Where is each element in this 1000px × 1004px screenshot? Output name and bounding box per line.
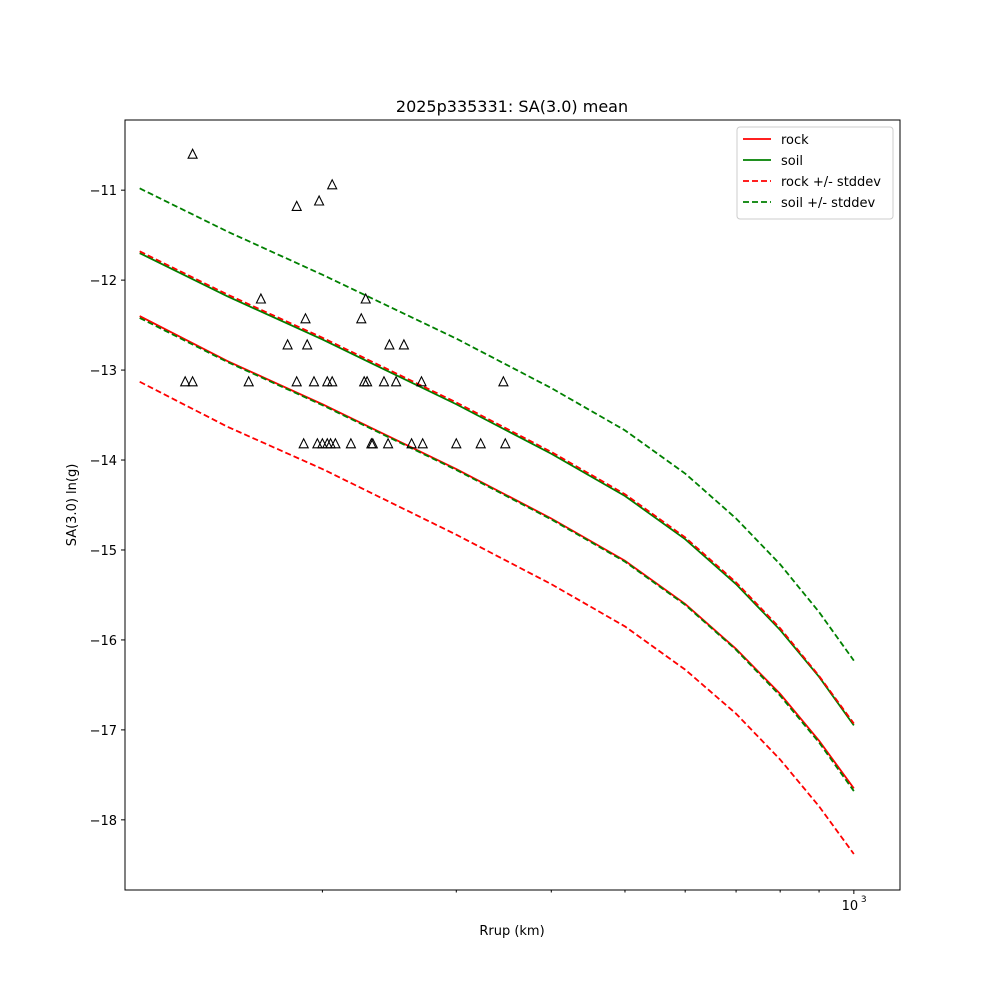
observation-points [179, 147, 511, 449]
observation-marker [361, 375, 373, 387]
series-line-band [139, 380, 855, 855]
observation-marker [326, 375, 338, 387]
observation-marker [308, 375, 320, 387]
x-axis-label: Rrup (km) [479, 924, 544, 939]
legend-label: soil [781, 154, 803, 169]
series-line-rock-stddev [139, 250, 855, 725]
observation-marker [498, 375, 509, 387]
observation-marker [187, 375, 198, 387]
observation-marker [330, 437, 341, 449]
observation-marker [355, 312, 367, 324]
plot-frame [124, 119, 901, 891]
y-tick-label: −13 [90, 364, 117, 379]
observation-marker [300, 312, 311, 324]
y-tick-label: −18 [90, 814, 117, 829]
y-tick-label: −17 [90, 724, 117, 739]
observation-marker [378, 375, 390, 387]
observation-marker [255, 292, 267, 304]
plot-series [139, 187, 855, 855]
y-tick-label: −12 [90, 274, 117, 289]
series-line-soil [139, 252, 855, 726]
observation-marker [301, 338, 313, 350]
observation-marker [282, 338, 293, 350]
legend-label: rock [781, 133, 809, 148]
observation-marker [499, 437, 511, 449]
observation-marker [326, 178, 338, 190]
observation-marker [187, 147, 198, 159]
observation-marker [398, 338, 410, 350]
y-tick-label: −14 [90, 454, 117, 469]
observation-marker [291, 200, 303, 211]
observation-marker [406, 437, 417, 449]
y-tick-label: −16 [90, 634, 117, 649]
x-tick-label: 10 [842, 899, 859, 914]
legend: rock soil rock +/- stddev soil +/- stddev [736, 126, 894, 220]
observation-marker [382, 437, 394, 449]
observation-marker [384, 338, 395, 350]
observation-marker [367, 437, 379, 449]
observation-marker [450, 437, 462, 449]
y-axis-label: SA(3.0) ln(g) [65, 464, 80, 547]
legend-box [736, 126, 894, 220]
y-tick-label: −11 [90, 184, 117, 199]
observation-marker [390, 375, 402, 387]
observation-marker [345, 437, 357, 449]
series-line-soil-stddev [139, 187, 855, 662]
series-line-band [139, 317, 855, 792]
x-tick-exponent: 3 [861, 895, 867, 905]
legend-label: rock +/- stddev [781, 175, 881, 190]
observation-marker [291, 375, 303, 387]
observation-marker [416, 375, 427, 387]
observation-marker [179, 375, 191, 387]
axis-ticks: −18 −17 −16 −15 −14 −13 −12 −11 10 3 [90, 184, 867, 914]
legend-label: soil +/- stddev [781, 196, 876, 211]
chart-title: 2025p335331: SA(3.0) mean [396, 97, 628, 116]
observation-marker [313, 194, 325, 206]
y-tick-label: −15 [90, 544, 117, 559]
observation-marker [243, 375, 255, 387]
observation-marker [298, 437, 310, 449]
observation-marker [417, 437, 429, 449]
observation-marker [360, 292, 372, 304]
observation-marker [475, 437, 487, 449]
